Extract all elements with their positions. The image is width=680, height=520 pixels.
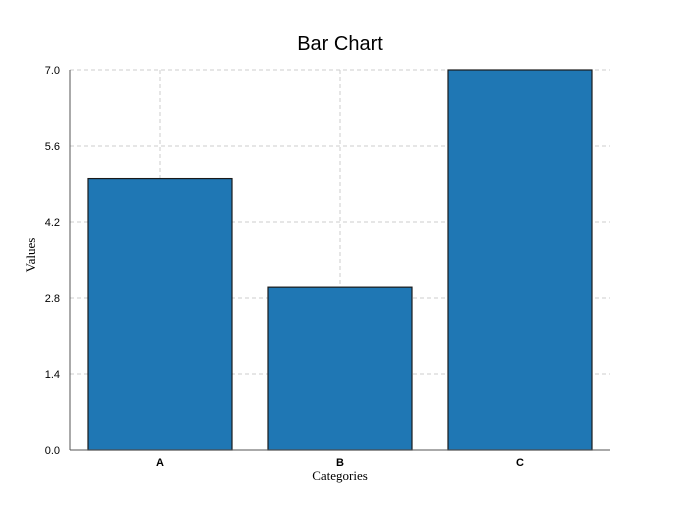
x-axis-title: Categories	[312, 468, 368, 483]
y-tick-label: 0.0	[45, 445, 60, 457]
chart-title: Bar Chart	[297, 33, 383, 55]
bar-c	[447, 69, 593, 451]
y-tick-label: 1.4	[45, 369, 60, 381]
y-tick-label: 4.2	[45, 217, 60, 229]
bars	[87, 69, 593, 451]
bar-a	[87, 177, 233, 451]
bar-b	[267, 286, 413, 451]
x-tick-label: A	[156, 457, 164, 469]
y-axis-title: Values	[23, 238, 38, 273]
y-tick-label: 2.8	[45, 293, 60, 305]
y-tick-label: 5.6	[45, 141, 60, 153]
x-tick-label: B	[336, 457, 344, 469]
x-tick-label: C	[516, 457, 524, 469]
y-tick-labels: 0.0 1.4 2.8 4.2 5.6 7.0	[45, 65, 60, 457]
y-tick-label: 7.0	[45, 65, 60, 77]
x-tick-labels: A B C	[156, 457, 524, 469]
